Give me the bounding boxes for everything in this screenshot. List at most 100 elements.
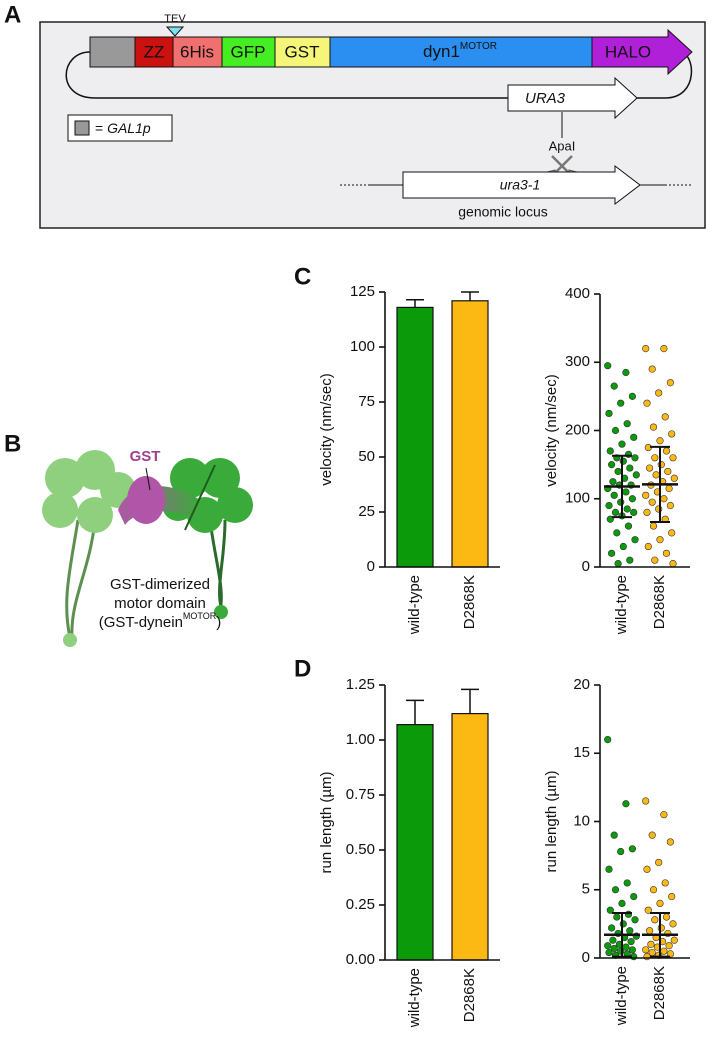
data-point	[617, 847, 625, 856]
segment-label: dyn1MOTOR	[423, 41, 497, 62]
data-point	[664, 467, 672, 476]
data-point	[669, 920, 677, 928]
segment-label: 6His	[180, 42, 214, 61]
data-point	[660, 495, 668, 503]
data-point	[657, 461, 665, 469]
locus-gene: ura3-1	[500, 177, 540, 193]
y-tick-label: 75	[358, 393, 375, 410]
data-point	[622, 800, 630, 808]
caption-text: (GST-dynein	[99, 614, 183, 631]
data-point	[631, 916, 639, 924]
data-point	[631, 536, 639, 544]
segment-label: GST	[285, 42, 320, 61]
bar	[396, 306, 434, 568]
data-point	[606, 515, 614, 523]
data-point	[627, 938, 635, 946]
superscript: MOTOR	[460, 41, 497, 52]
y-tick-label: 20	[573, 676, 590, 693]
data-point	[607, 924, 616, 932]
data-point	[613, 529, 621, 537]
data-point	[619, 457, 627, 465]
promoter	[89, 36, 136, 68]
panel-letter: A	[4, 1, 21, 28]
segment-label: ZZ	[144, 42, 165, 61]
y-tick-label: 0	[582, 558, 590, 575]
data-point	[614, 559, 622, 568]
data-point	[652, 471, 660, 479]
y-tick-label: 10	[573, 812, 590, 829]
y-axis-label: velocity (nm/sec)	[318, 373, 335, 486]
y-tick-label: 50	[358, 448, 375, 465]
data-point	[611, 886, 620, 894]
data-point	[643, 399, 651, 407]
data-point	[645, 927, 654, 935]
data-point	[619, 920, 627, 928]
y-tick-label: 25	[358, 503, 375, 520]
data-point	[668, 430, 676, 438]
segment	[329, 36, 593, 68]
data-point	[642, 491, 650, 499]
data-point	[605, 865, 613, 873]
data-point	[644, 906, 652, 914]
data-point	[614, 467, 622, 476]
y-tick-label: 100	[565, 490, 590, 507]
data-point	[662, 913, 671, 921]
segment	[172, 36, 223, 68]
x-tick-label: wild-type	[613, 966, 630, 1026]
data-point	[645, 464, 654, 472]
data-point	[628, 845, 637, 853]
site-label: ApaI	[549, 138, 576, 153]
data-point	[624, 522, 633, 530]
data-point	[607, 549, 616, 557]
segment-label: HALO	[605, 42, 651, 61]
data-point	[613, 913, 621, 921]
locus-arrow	[402, 164, 641, 206]
legend-swatch	[74, 120, 90, 136]
y-tick-label: 15	[573, 744, 590, 761]
halo-arrow	[591, 28, 693, 76]
segment	[221, 36, 276, 68]
data-point	[605, 948, 613, 957]
data-point	[628, 946, 637, 954]
bar	[451, 300, 489, 568]
data-point	[651, 454, 659, 462]
caption: GST-dimerized	[110, 576, 210, 593]
data-point	[605, 501, 613, 510]
data-point	[655, 389, 663, 397]
data-point	[628, 392, 637, 400]
data-point	[606, 447, 614, 455]
bar	[451, 712, 489, 961]
data-point	[631, 454, 639, 462]
data-point	[669, 454, 677, 462]
y-tick-label: 0	[367, 558, 375, 575]
caption-text: )	[216, 614, 221, 631]
data-point	[630, 508, 638, 517]
data-point	[648, 498, 656, 506]
data-point	[617, 498, 625, 506]
data-point	[649, 423, 658, 431]
data-point	[661, 879, 669, 887]
data-point	[649, 886, 658, 894]
data-point	[651, 916, 659, 924]
data-point	[630, 433, 638, 441]
data-point	[618, 899, 626, 908]
data-point	[665, 942, 673, 950]
bar	[396, 723, 434, 961]
data-point	[647, 940, 655, 948]
data-point	[623, 420, 631, 428]
data-point	[626, 464, 634, 472]
data-point	[666, 379, 675, 387]
x-tick-label: wild-type	[613, 575, 630, 635]
x-tick-label: wild-type	[406, 575, 423, 635]
y-tick-label: 0.25	[346, 896, 375, 913]
data-point	[662, 549, 671, 557]
data-point	[611, 426, 620, 435]
data-point	[670, 936, 678, 944]
data-point	[609, 478, 617, 486]
y-tick-label: 0	[582, 949, 590, 966]
marker-label: URA3	[525, 90, 566, 107]
data-point	[651, 556, 659, 564]
data-point	[607, 461, 616, 469]
data-point	[642, 946, 650, 954]
